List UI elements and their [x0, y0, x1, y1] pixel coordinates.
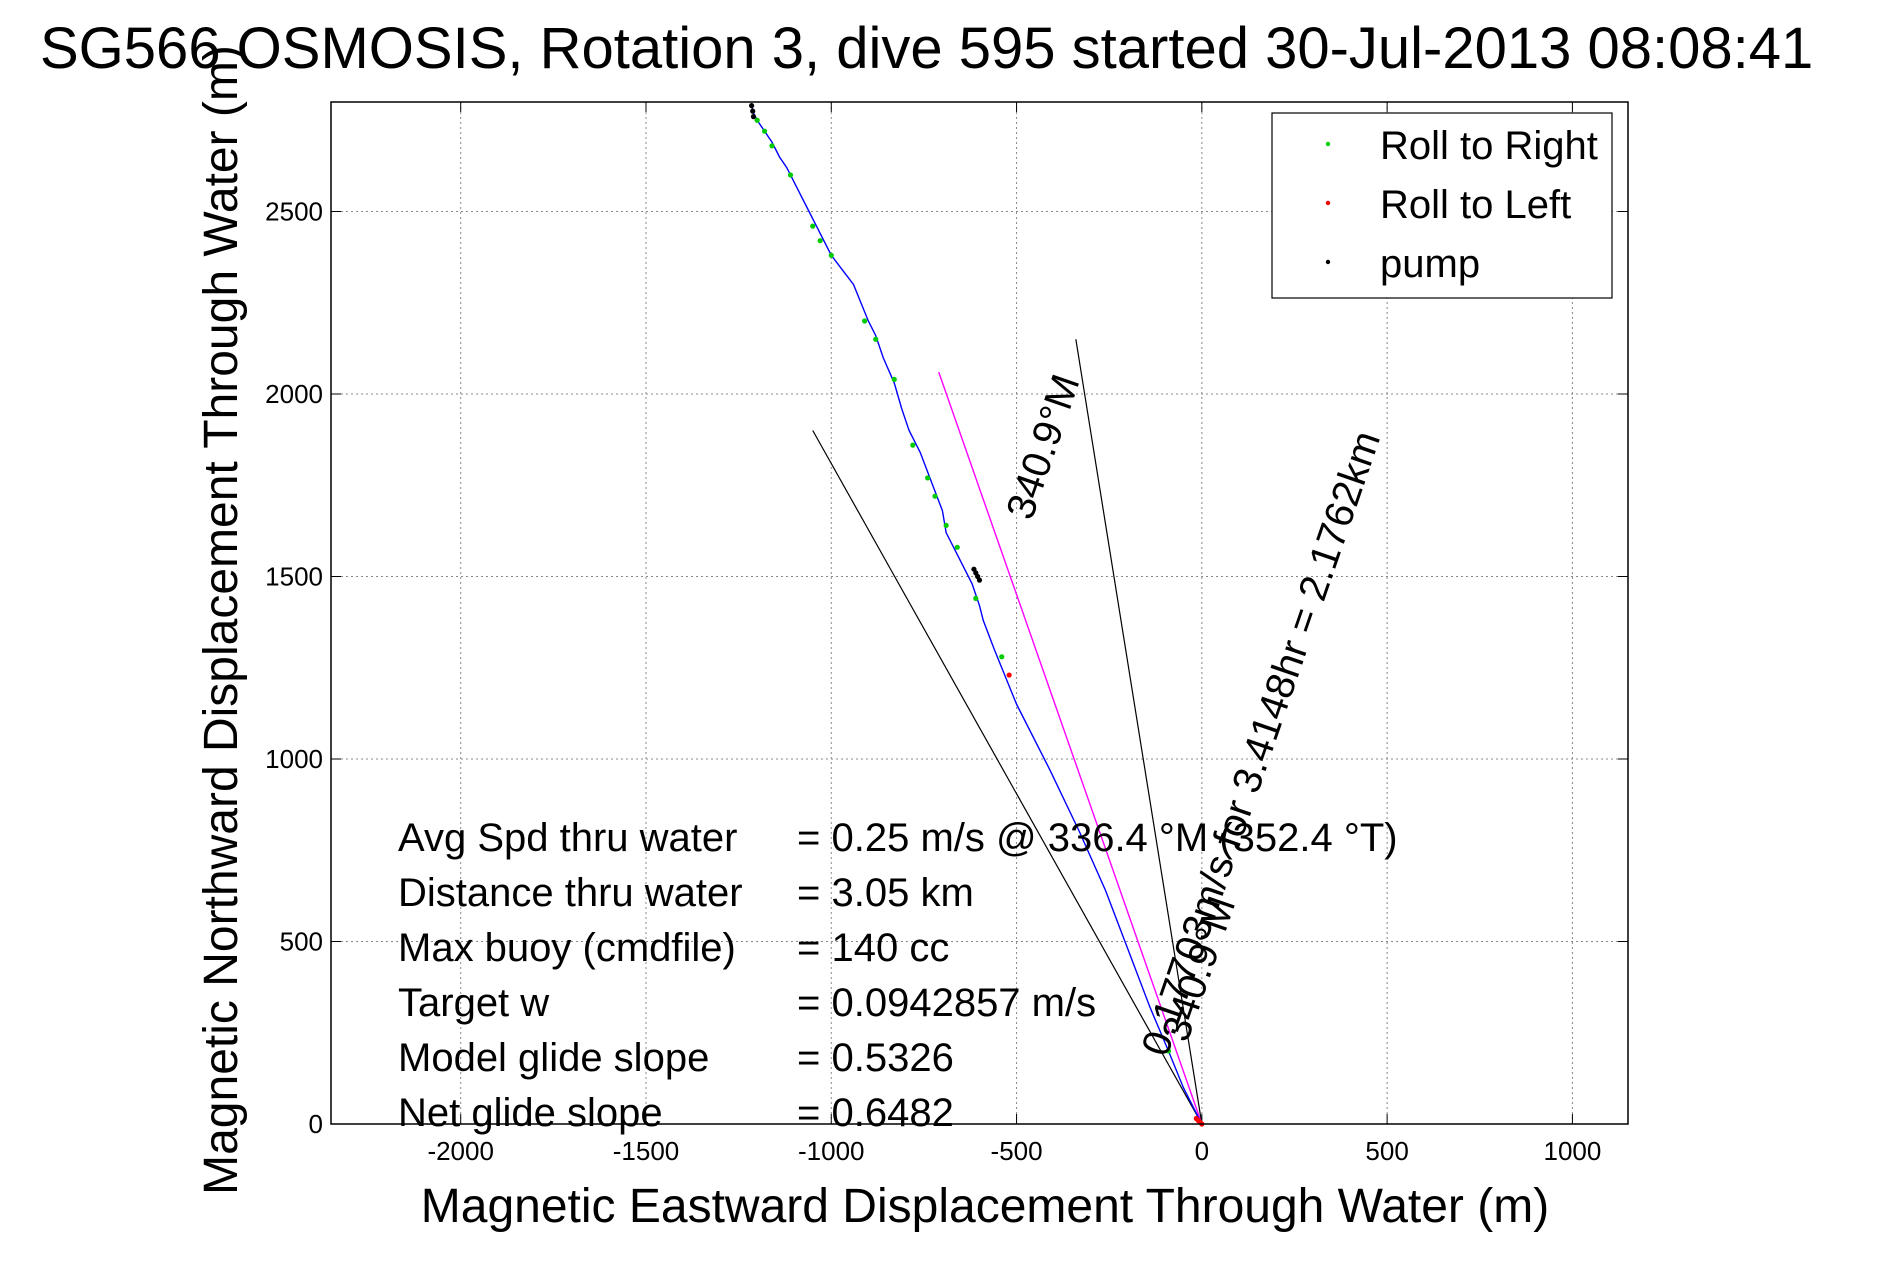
cone-line — [1075, 339, 1203, 1125]
legend-label: pump — [1380, 242, 1480, 286]
stat-value: = 0.5326 — [797, 1036, 954, 1080]
y-tick-label: 2500 — [265, 197, 323, 227]
stat-value: = 0.0942857 m/s — [797, 981, 1096, 1025]
roll-right-point — [828, 252, 834, 258]
roll-right-point — [787, 172, 794, 178]
roll-right-point — [891, 376, 897, 382]
stat-label: Net glide slope — [398, 1091, 663, 1135]
roll-right-point — [862, 318, 868, 324]
roll-right-point — [910, 442, 916, 448]
y-axis-label: Magnetic Northward Displacement Through … — [195, 45, 248, 1195]
stat-value: = 3.05 km — [797, 871, 974, 915]
roll-right-point — [754, 117, 760, 123]
pump-point — [750, 114, 757, 120]
plot-area: -2000 -1500 -1000 -500 0 500 1000 0 500 1000 1500 2… — [265, 101, 1629, 1166]
legend-label: Roll to Right — [1380, 124, 1598, 168]
roll-right-point — [761, 128, 768, 134]
cone-line — [812, 430, 1203, 1125]
legend-marker — [1325, 141, 1331, 147]
pump-point — [971, 566, 977, 572]
roll-right-point — [954, 544, 960, 550]
y-tick-label: 1000 — [265, 744, 323, 774]
x-tick-label: 500 — [1365, 1136, 1408, 1166]
plot-frame — [330, 101, 1629, 1125]
pump-point — [750, 108, 756, 114]
chart-title: SG566 OSMOSIS, Rotation 3, dive 595 star… — [40, 16, 1813, 81]
stat-value: = 0.25 m/s @ 336.4 °M (352.4 °T) — [797, 816, 1398, 860]
roll-right-point — [973, 595, 979, 602]
stat-label: Max buoy (cmdfile) — [398, 926, 736, 970]
roll-right-point — [943, 522, 949, 529]
x-tick-label: -1500 — [613, 1136, 680, 1166]
roll-right-point — [925, 475, 931, 481]
stat-value: = 0.6482 — [797, 1091, 954, 1135]
x-tick-label: 0 — [1195, 1136, 1209, 1166]
roll-right-point — [1165, 1048, 1172, 1054]
legend-marker — [1325, 259, 1331, 265]
x-tick-label: -2000 — [427, 1136, 494, 1166]
stat-label: Model glide slope — [398, 1036, 709, 1080]
y-tick-label: 0 — [309, 1109, 323, 1139]
roll-right-point — [873, 336, 879, 342]
roll-right-point — [769, 143, 775, 149]
legend-label: Roll to Left — [1380, 183, 1571, 227]
roll-left-point — [1193, 1115, 1199, 1122]
roll-right-point — [810, 223, 816, 229]
stat-label: Avg Spd thru water — [398, 816, 737, 860]
roll-right-point — [999, 654, 1005, 660]
x-axis-label: Magnetic Eastward Displacement Through W… — [421, 1180, 1549, 1233]
current-vector-line — [938, 371, 1203, 1125]
stat-label: Target w — [398, 981, 549, 1025]
roll-right-point — [932, 493, 938, 499]
track-line — [750, 105, 1203, 1125]
y-tick-label: 2000 — [265, 379, 323, 409]
stat-label: Distance thru water — [398, 871, 743, 915]
legend-marker — [1325, 200, 1331, 206]
roll-left-point — [1006, 672, 1012, 678]
y-tick-label: 1500 — [265, 562, 323, 592]
x-tick-label: 1000 — [1543, 1136, 1601, 1166]
x-tick-label: -500 — [991, 1136, 1043, 1166]
roll-right-point — [817, 238, 823, 244]
x-tick-label: -1000 — [798, 1136, 865, 1166]
stat-value: = 140 cc — [797, 926, 949, 970]
y-tick-label: 500 — [280, 927, 323, 957]
pump-point — [748, 103, 755, 109]
